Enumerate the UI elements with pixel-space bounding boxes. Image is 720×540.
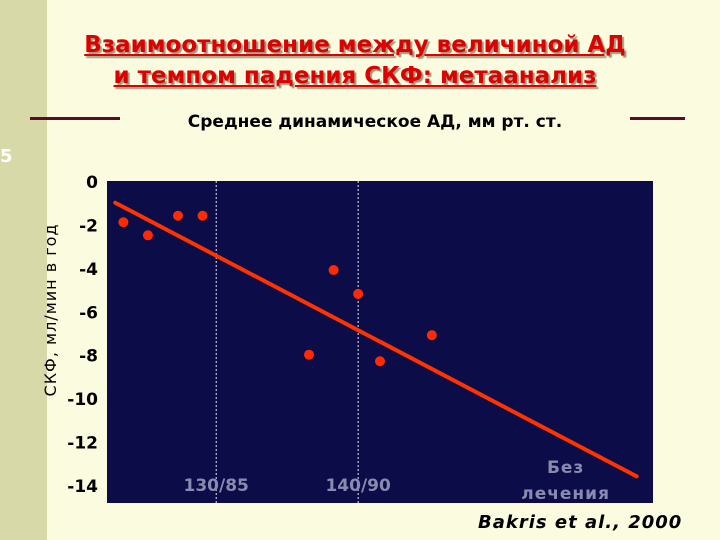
data-points [118, 210, 437, 367]
trendline-group [113, 200, 639, 479]
y-tick-label: -2 [79, 216, 98, 236]
y-axis-label: СКФ, мл/мин в год [41, 224, 60, 397]
citation: Bakris et al., 2000 [478, 512, 683, 533]
slide-number: 5 [0, 146, 13, 167]
data-point [304, 349, 315, 360]
annotation-line-2: лечения [521, 484, 610, 504]
data-point [328, 265, 339, 276]
y-tick-label: -6 [79, 303, 98, 323]
data-point [426, 330, 437, 341]
y-tick-label: -4 [79, 260, 98, 280]
data-point [118, 217, 129, 228]
left-decorative-band [0, 0, 47, 540]
data-point [375, 356, 385, 367]
data-point [353, 288, 364, 299]
y-tick-label: -12 [67, 434, 98, 454]
annotation-line-1: Без [547, 458, 584, 478]
data-point [142, 230, 153, 241]
title-line-2: и темпом падения СКФ: метаанализ [113, 63, 597, 89]
reference-line-label: 130/85 [184, 476, 249, 496]
title-line-1: Взаимоотношение между величиной АД [84, 32, 626, 58]
y-axis-ticks: 0 -2 -4 -6 -8 -10 -12 -14 [67, 173, 98, 497]
trendline [113, 200, 639, 479]
chart-title: Среднее динамическое АД, мм рт. ст. [120, 112, 630, 132]
y-tick-label: -14 [67, 477, 98, 497]
reference-line-label: 140/90 [325, 476, 391, 496]
y-tick-label: -10 [67, 390, 98, 410]
reference-lines: 130/85 140/90 [184, 181, 391, 503]
data-point [172, 210, 183, 221]
untreated-annotation: Без лечения [521, 458, 610, 504]
y-tick-label: -8 [79, 347, 98, 367]
data-point [197, 210, 208, 221]
y-tick-label: 0 [86, 173, 98, 193]
slide-title: Взаимоотношение между величиной АД и тем… [40, 30, 670, 92]
